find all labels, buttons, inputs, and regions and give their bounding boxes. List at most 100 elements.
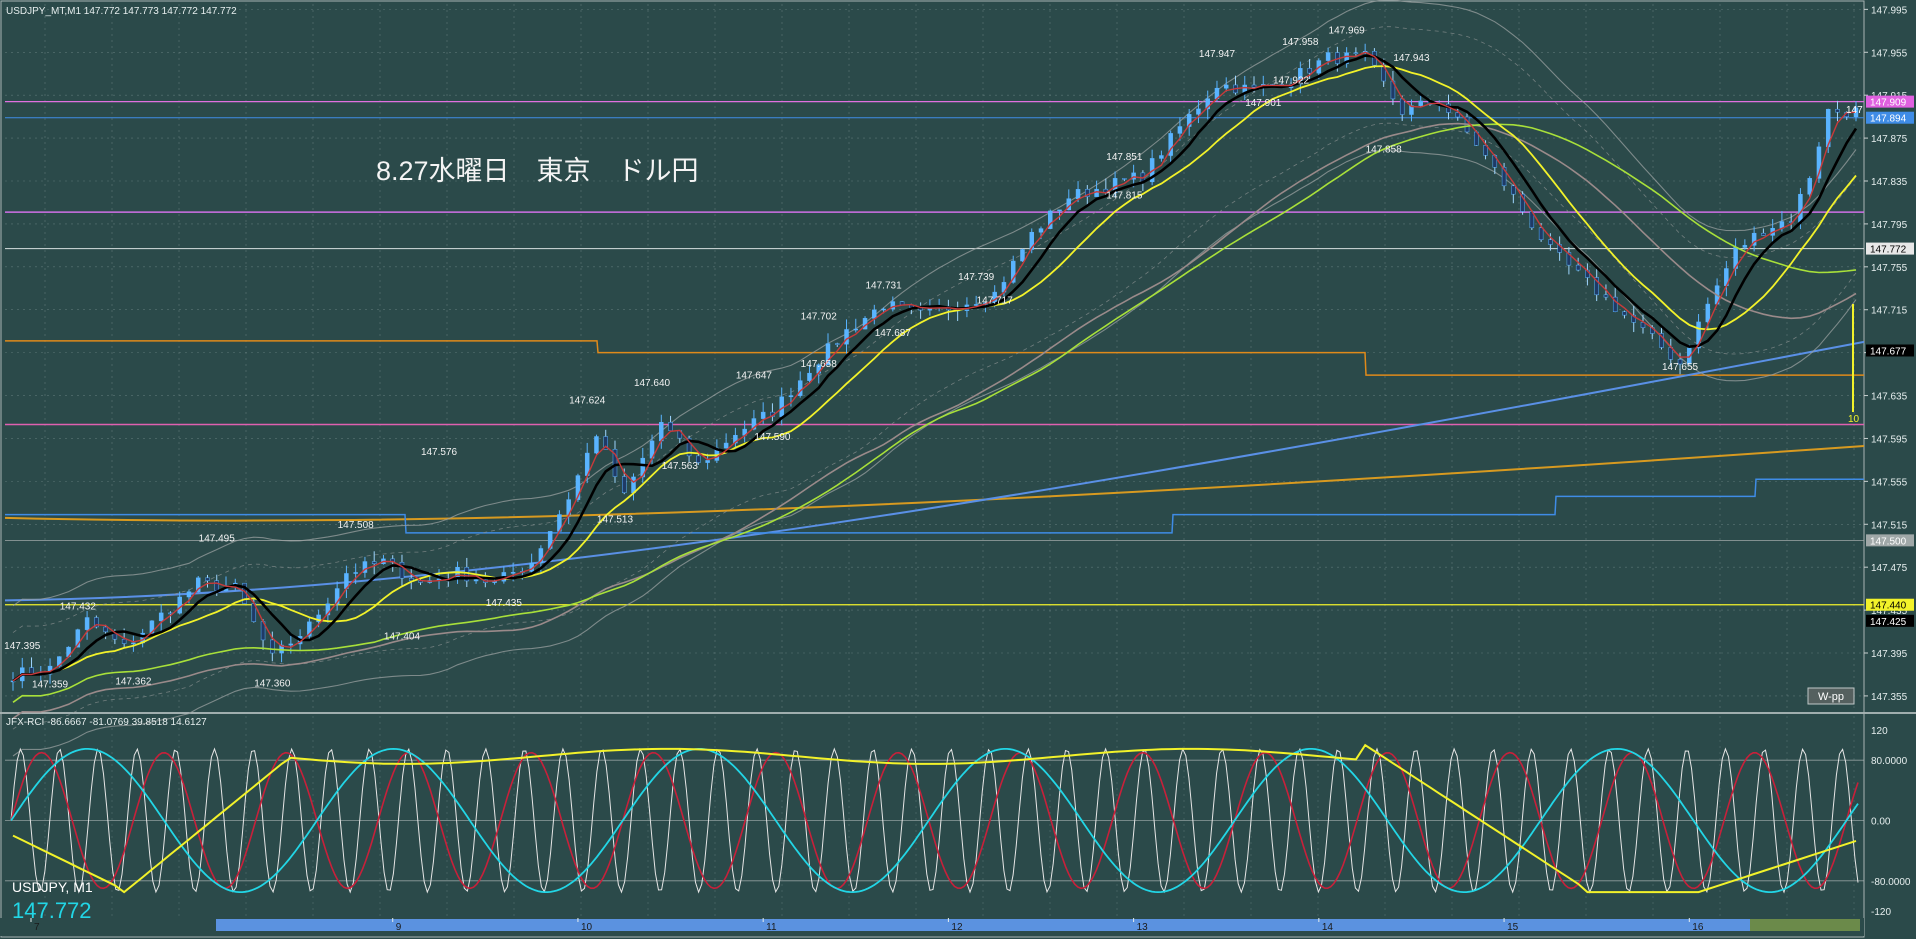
peak-label: 147.858 — [1366, 144, 1403, 155]
bollinger-band — [12, 26, 1857, 633]
candle-body — [1538, 227, 1544, 240]
peak-label: 147.362 — [115, 676, 152, 687]
candle-body — [723, 442, 729, 449]
rci-fast-white — [10, 747, 1859, 894]
candle-body — [1594, 277, 1599, 296]
price-badge-label: 147.440 — [1870, 601, 1907, 612]
peak-label: 147.404 — [384, 631, 421, 642]
rci-red — [10, 751, 1859, 890]
peak-label: 147.922 — [1273, 76, 1310, 87]
candle-body — [1455, 112, 1461, 118]
rci-indicator-panel: 120 80.0000 0.00 -80.0000 -120 — [5, 726, 1911, 918]
candle-body — [1798, 193, 1803, 223]
ma-gray — [12, 122, 1857, 720]
candle-body — [1205, 98, 1210, 110]
candle-body — [1631, 314, 1636, 323]
price-tick-label: 147.795 — [1871, 220, 1908, 231]
candle-body — [1010, 260, 1016, 283]
candle-body — [270, 639, 275, 654]
candle-body — [1622, 311, 1627, 316]
candle-body — [835, 343, 840, 345]
corner-symbol: USDJPY, M1 — [12, 879, 93, 895]
candle-body — [158, 612, 164, 622]
time-tick-label: 15 — [1507, 922, 1519, 933]
candle-body — [899, 301, 905, 306]
peak-label: 147.359 — [32, 680, 69, 691]
candle-body — [797, 380, 803, 396]
price-tick-label: 147.835 — [1871, 177, 1908, 188]
peak-label: 147.395 — [4, 641, 41, 652]
time-tick-label: 9 — [396, 922, 402, 933]
rci-axis-label: -120 — [1871, 907, 1891, 918]
candle-body — [195, 577, 201, 592]
candle-body — [214, 580, 219, 592]
candle-body — [94, 617, 99, 628]
candle-body — [807, 372, 812, 381]
rci-marker-label: 10 — [1848, 414, 1860, 425]
candle-body — [1705, 303, 1711, 323]
candle-body — [121, 638, 127, 644]
candle-body — [1057, 209, 1062, 212]
orange-step-line — [5, 340, 1864, 376]
price-tick-label: 147.755 — [1871, 263, 1908, 274]
candle-body — [205, 577, 210, 581]
candle-body — [751, 418, 757, 430]
time-scroll-end — [1750, 919, 1860, 931]
candle-body — [612, 449, 618, 477]
price-badge-label: 147.772 — [1870, 245, 1907, 256]
candle-body — [594, 436, 599, 454]
candle-body — [1835, 108, 1840, 113]
candle-body — [631, 476, 636, 494]
candle-body — [686, 437, 692, 457]
candle-body — [1298, 68, 1303, 85]
candle-body — [1399, 98, 1405, 115]
price-tick-label: 147.595 — [1871, 434, 1908, 445]
candle-body — [1159, 155, 1164, 159]
wpp-button[interactable]: W-pp — [1807, 687, 1855, 705]
candle-body — [881, 308, 886, 311]
price-tick-label: 147.955 — [1871, 48, 1908, 59]
candle-body — [1751, 232, 1757, 246]
candle-body — [1029, 231, 1034, 250]
peak-label: 147.901 — [1245, 98, 1282, 109]
price-tick-label: 147.995 — [1871, 5, 1908, 16]
ma-red — [12, 51, 1857, 682]
corner-price: 147.772 — [12, 898, 92, 923]
candle-body — [1020, 249, 1025, 262]
candle-body — [1511, 185, 1516, 195]
candle-body — [103, 626, 108, 633]
candle-body — [1603, 294, 1609, 298]
candle-body — [316, 614, 321, 623]
peak-label: 147.815 — [1106, 190, 1143, 201]
peak-label: 147.851 — [1106, 152, 1143, 163]
candle-body — [177, 596, 182, 614]
price-axis: 147.995147.955147.915147.875147.835147.7… — [1864, 0, 1916, 712]
time-axis: 7 9 10 11 12 13 14 15 16 — [0, 918, 1864, 936]
time-tick-label: 14 — [1322, 922, 1334, 933]
peak-label: 147.717 — [977, 296, 1014, 307]
time-tick-label: 10 — [581, 922, 593, 933]
candle-body — [1251, 84, 1257, 88]
candle-body — [84, 617, 90, 630]
candle-body — [1085, 189, 1090, 197]
peak-label: 147.624 — [569, 395, 606, 406]
peak-label: 147.655 — [1662, 362, 1699, 373]
candle-body — [1122, 178, 1127, 180]
price-tick-label: 147.475 — [1871, 563, 1908, 574]
rci-axis-label: 0.00 — [1871, 817, 1891, 828]
candle-body — [307, 621, 312, 637]
candle-body — [353, 572, 358, 574]
rci-cyan — [10, 747, 1859, 894]
candle-body — [760, 411, 766, 419]
candle-body — [1557, 244, 1562, 253]
peak-label: 147.640 — [634, 378, 671, 389]
candle-body — [1325, 52, 1331, 61]
rci-axis-label: -80.0000 — [1871, 877, 1911, 888]
time-scroll-bar — [216, 919, 1750, 931]
candle-body — [473, 579, 479, 582]
price-tick-label: 147.515 — [1871, 520, 1908, 531]
candle-body — [288, 643, 294, 646]
candle-body — [733, 435, 738, 444]
